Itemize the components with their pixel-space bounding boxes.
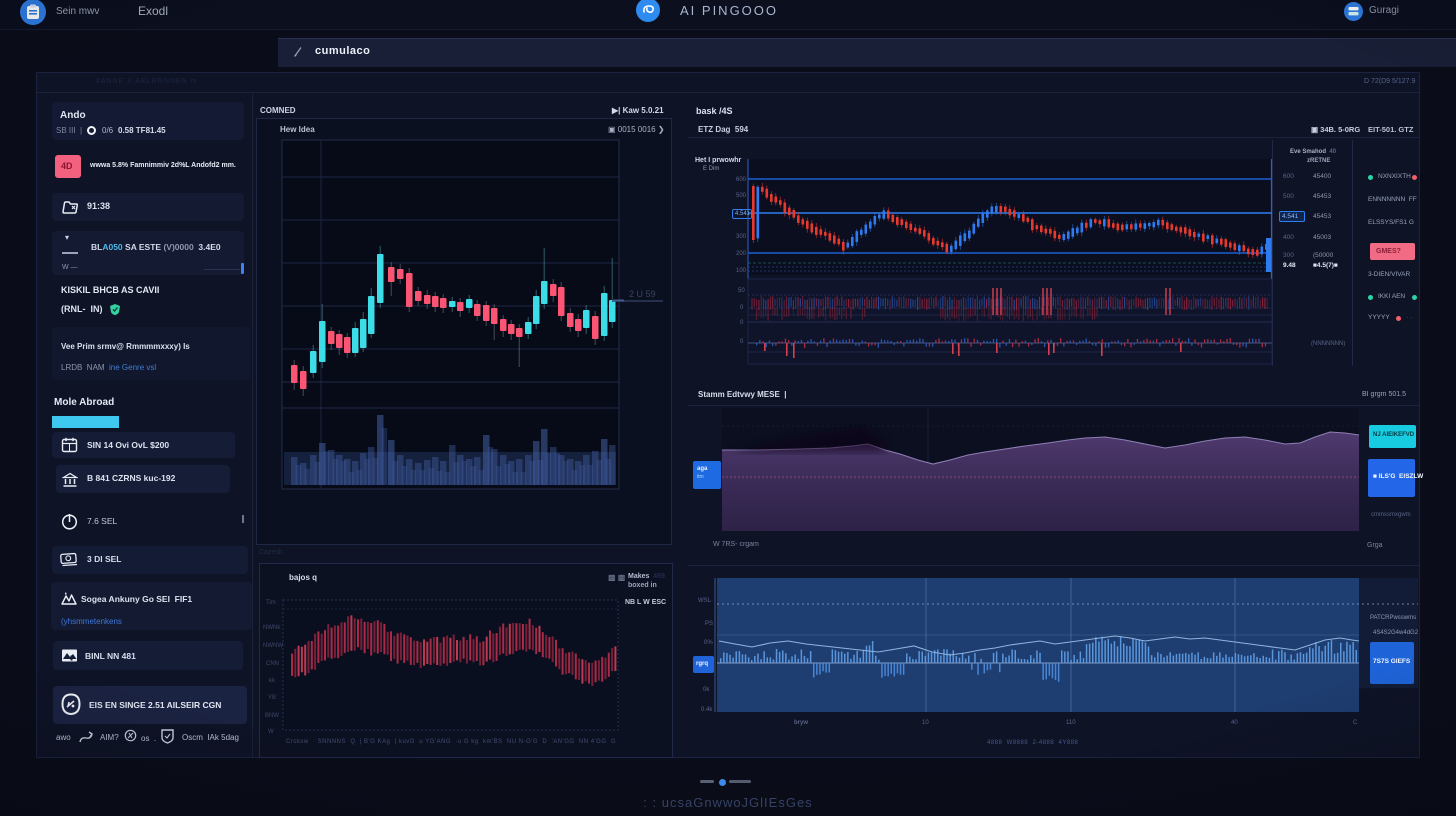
svg-text:2 U 59: 2 U 59 xyxy=(629,289,656,299)
